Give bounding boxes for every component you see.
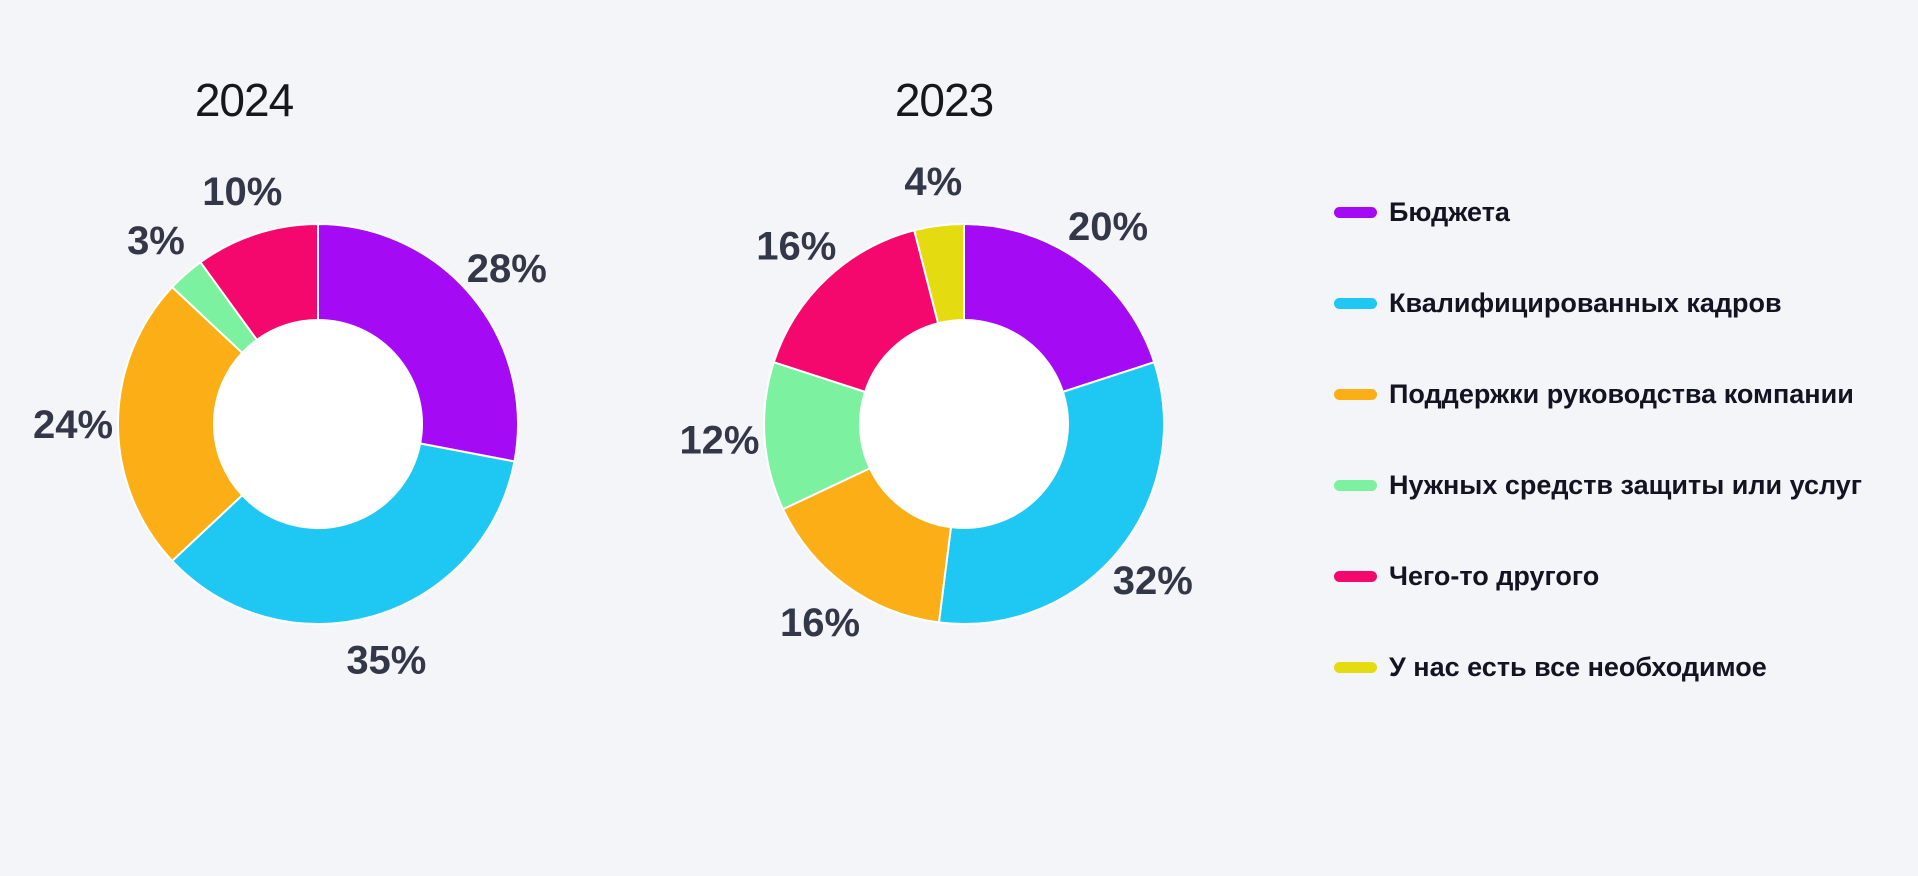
legend-item: У нас есть все необходимое <box>1334 652 1862 682</box>
slice-percentage-label: 24% <box>33 403 113 447</box>
chart-legend: Бюджета Квалифицированных кадров Поддержки… <box>1334 197 1862 682</box>
slice-percentage-label: 35% <box>346 638 426 682</box>
donut-slice <box>317 223 519 463</box>
legend-swatch-icon <box>1334 206 1377 218</box>
donut-slice <box>171 442 516 625</box>
legend-item: Поддержки руководства компании <box>1334 379 1862 409</box>
donut-hole <box>859 319 1069 529</box>
slice-percentage-label: 16% <box>780 601 860 645</box>
slice-percentage-label: 10% <box>202 170 282 214</box>
slice-percentage-label: 4% <box>904 160 962 204</box>
donut-slice <box>782 467 952 624</box>
legend-item: Чего-то другого <box>1334 561 1862 591</box>
donut-slice <box>913 223 965 325</box>
slice-percentage-label: 32% <box>1113 559 1193 603</box>
legend-label: Чего-то другого <box>1389 560 1600 591</box>
legend-swatch-icon <box>1334 479 1377 491</box>
slice-percentage-label: 28% <box>467 247 547 291</box>
donut-slice <box>963 223 1156 393</box>
donut-slice <box>199 223 319 341</box>
legend-label: У нас есть все необходимое <box>1389 651 1767 682</box>
chart-title-2023: 2023 <box>894 74 994 126</box>
donut-chart-2024: 28% 35% 24% 3% 10% <box>33 170 547 682</box>
donut-chart-2023: 20% 32% 16% 12% 16% 4% <box>679 160 1193 645</box>
donut-slice <box>937 361 1165 625</box>
donut-hole <box>213 319 423 529</box>
donut-slice <box>772 229 940 393</box>
slice-percentage-label: 12% <box>679 418 759 462</box>
slice-percentage-label: 16% <box>756 224 836 268</box>
legend-swatch-icon <box>1334 661 1377 673</box>
legend-swatch-icon <box>1334 570 1377 582</box>
donut-slice <box>117 286 244 562</box>
chart-title-2024: 2024 <box>194 74 294 126</box>
legend-swatch-icon <box>1334 297 1377 309</box>
legend-swatch-icon <box>1334 388 1377 400</box>
legend-label: Бюджета <box>1389 196 1510 227</box>
slice-percentage-label: 20% <box>1068 205 1148 249</box>
legend-label: Поддержки руководства компании <box>1389 378 1854 409</box>
legend-label: Нужных средств защиты или услуг <box>1389 469 1863 500</box>
legend-item: Нужных средств защиты или услуг <box>1334 470 1862 500</box>
legend-item: Бюджета <box>1334 197 1862 227</box>
legend-item: Квалифицированных кадров <box>1334 288 1862 318</box>
legend-label: Квалифицированных кадров <box>1389 287 1782 318</box>
slice-percentage-label: 3% <box>127 219 185 263</box>
